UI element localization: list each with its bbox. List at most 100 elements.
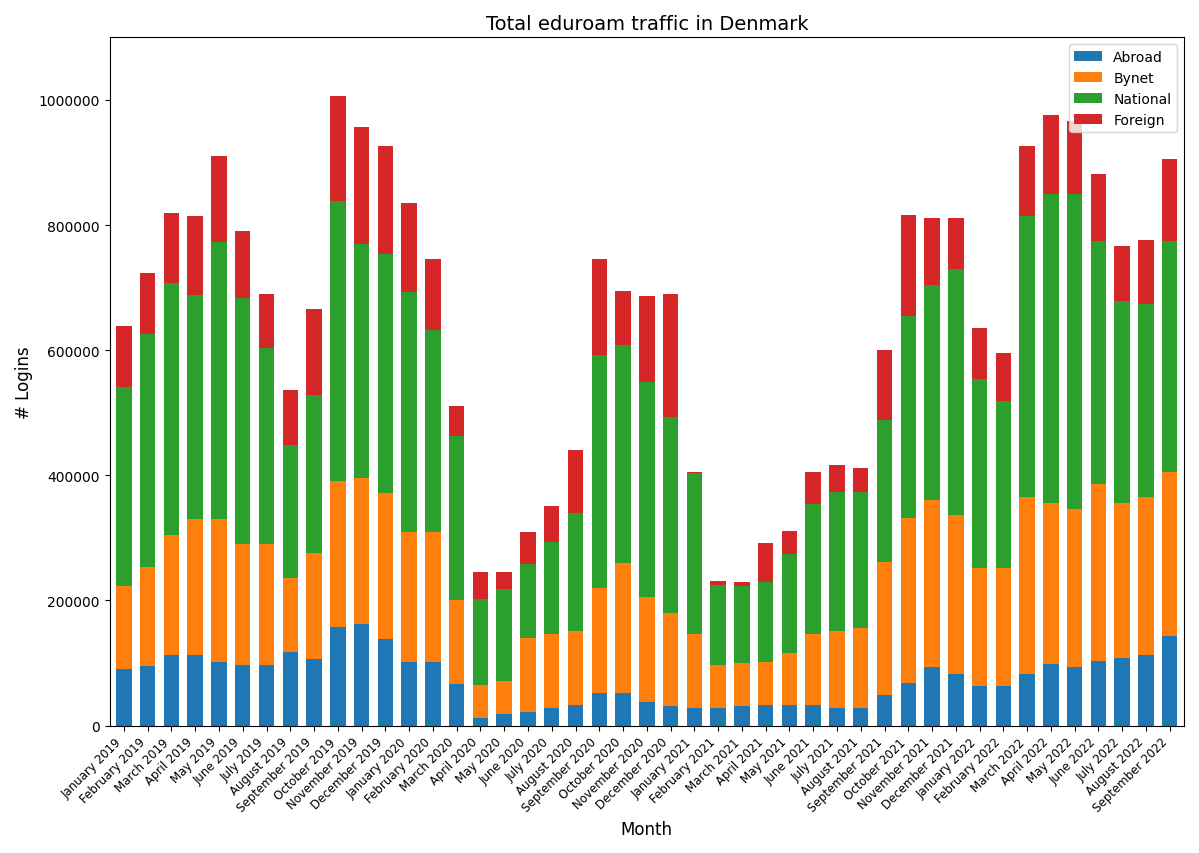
- Bar: [426, 662, 441, 726]
- Bar: [734, 586, 749, 663]
- Bar: [187, 217, 203, 296]
- Bar: [306, 396, 321, 554]
- Bar: [734, 582, 749, 586]
- Bar: [948, 270, 964, 516]
- Bar: [283, 652, 299, 726]
- Bar: [568, 705, 583, 726]
- Bar: [972, 569, 987, 687]
- Bar: [1115, 659, 1129, 726]
- Bar: [900, 317, 916, 519]
- Bar: [1091, 175, 1107, 242]
- Bar: [1162, 472, 1177, 636]
- Bar: [472, 599, 488, 685]
- Bar: [591, 589, 607, 693]
- Bar: [1019, 497, 1035, 674]
- Bar: [972, 687, 987, 726]
- Bar: [235, 299, 251, 544]
- Bar: [1067, 668, 1083, 726]
- Bar: [711, 665, 725, 708]
- Bar: [448, 437, 464, 601]
- Bar: [354, 479, 369, 624]
- Bar: [164, 283, 179, 535]
- Bar: [615, 292, 631, 345]
- Bar: [283, 445, 299, 578]
- Bar: [948, 674, 964, 726]
- Bar: [1019, 217, 1035, 497]
- Bar: [900, 216, 916, 317]
- Bar: [924, 286, 940, 500]
- Bar: [402, 204, 417, 293]
- Bar: [1115, 503, 1129, 659]
- Bar: [448, 684, 464, 726]
- Bar: [402, 293, 417, 532]
- Bar: [306, 554, 321, 659]
- Bar: [806, 504, 821, 635]
- Bar: [639, 597, 655, 702]
- Bar: [1138, 241, 1153, 305]
- Bar: [520, 565, 536, 638]
- Bar: [830, 466, 845, 492]
- Bar: [378, 494, 393, 640]
- Bar: [734, 705, 749, 726]
- Bar: [140, 274, 156, 334]
- Legend: Abroad, Bynet, National, Foreign: Abroad, Bynet, National, Foreign: [1070, 45, 1177, 133]
- Bar: [782, 531, 797, 554]
- Bar: [758, 544, 773, 583]
- Bar: [663, 294, 679, 418]
- Bar: [259, 349, 275, 544]
- Bar: [283, 391, 299, 445]
- Bar: [876, 563, 892, 696]
- Bar: [116, 327, 132, 387]
- Bar: [876, 696, 892, 726]
- Bar: [544, 635, 560, 708]
- Y-axis label: # Logins: # Logins: [16, 345, 34, 418]
- Bar: [972, 380, 987, 569]
- Bar: [830, 492, 845, 631]
- Bar: [164, 213, 179, 283]
- Bar: [995, 569, 1011, 687]
- Bar: [378, 254, 393, 494]
- Bar: [806, 635, 821, 705]
- Bar: [472, 685, 488, 718]
- Bar: [758, 663, 773, 705]
- Bar: [995, 402, 1011, 569]
- Bar: [354, 245, 369, 479]
- Bar: [520, 532, 536, 565]
- Bar: [734, 663, 749, 705]
- Bar: [1162, 242, 1177, 472]
- Bar: [711, 582, 725, 586]
- Bar: [187, 519, 203, 656]
- Bar: [378, 640, 393, 726]
- Bar: [259, 665, 275, 726]
- Bar: [711, 586, 725, 665]
- Bar: [330, 97, 345, 201]
- Bar: [520, 712, 536, 726]
- Bar: [330, 201, 345, 481]
- Bar: [852, 469, 868, 492]
- Bar: [1162, 160, 1177, 242]
- Bar: [924, 668, 940, 726]
- Bar: [211, 157, 227, 242]
- Bar: [140, 334, 156, 567]
- Bar: [402, 662, 417, 726]
- Bar: [426, 330, 441, 532]
- Bar: [852, 492, 868, 628]
- Bar: [687, 472, 703, 473]
- Bar: [876, 420, 892, 563]
- Bar: [687, 473, 703, 635]
- Bar: [568, 514, 583, 631]
- Bar: [116, 387, 132, 586]
- Bar: [900, 683, 916, 726]
- Bar: [448, 407, 464, 437]
- Bar: [164, 656, 179, 726]
- Bar: [187, 296, 203, 519]
- Bar: [948, 219, 964, 270]
- Bar: [782, 653, 797, 705]
- Bar: [830, 708, 845, 726]
- Bar: [568, 450, 583, 514]
- Bar: [568, 631, 583, 705]
- Bar: [496, 572, 512, 589]
- Bar: [782, 705, 797, 726]
- Bar: [211, 519, 227, 662]
- Bar: [496, 682, 512, 715]
